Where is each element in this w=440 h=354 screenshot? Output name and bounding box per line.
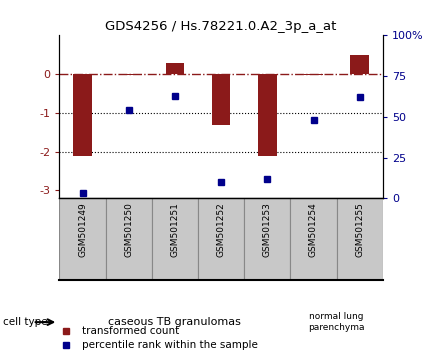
Text: GSM501252: GSM501252: [216, 202, 226, 257]
Bar: [290, 198, 337, 280]
Bar: [59, 198, 106, 280]
Bar: [120, 74, 138, 75]
Bar: [304, 74, 323, 75]
Text: GSM501253: GSM501253: [263, 202, 272, 257]
Bar: [244, 198, 290, 280]
Text: GSM501254: GSM501254: [309, 202, 318, 257]
Text: percentile rank within the sample: percentile rank within the sample: [82, 340, 258, 350]
Text: transformed count: transformed count: [82, 326, 179, 336]
Bar: [152, 198, 198, 280]
Bar: [337, 198, 383, 280]
Title: GDS4256 / Hs.78221.0.A2_3p_a_at: GDS4256 / Hs.78221.0.A2_3p_a_at: [106, 20, 337, 33]
Bar: [73, 74, 92, 156]
Text: normal lung
parenchyma: normal lung parenchyma: [308, 313, 365, 332]
Text: GSM501250: GSM501250: [124, 202, 133, 257]
Text: GSM501249: GSM501249: [78, 202, 87, 257]
Bar: [351, 55, 369, 74]
Bar: [212, 74, 231, 125]
Text: GSM501251: GSM501251: [170, 202, 180, 257]
Text: GSM501255: GSM501255: [355, 202, 364, 257]
Bar: [258, 74, 277, 156]
Bar: [198, 198, 244, 280]
Text: caseous TB granulomas: caseous TB granulomas: [109, 317, 241, 327]
Bar: [106, 198, 152, 280]
Bar: [166, 63, 184, 74]
Text: cell type: cell type: [3, 317, 48, 327]
